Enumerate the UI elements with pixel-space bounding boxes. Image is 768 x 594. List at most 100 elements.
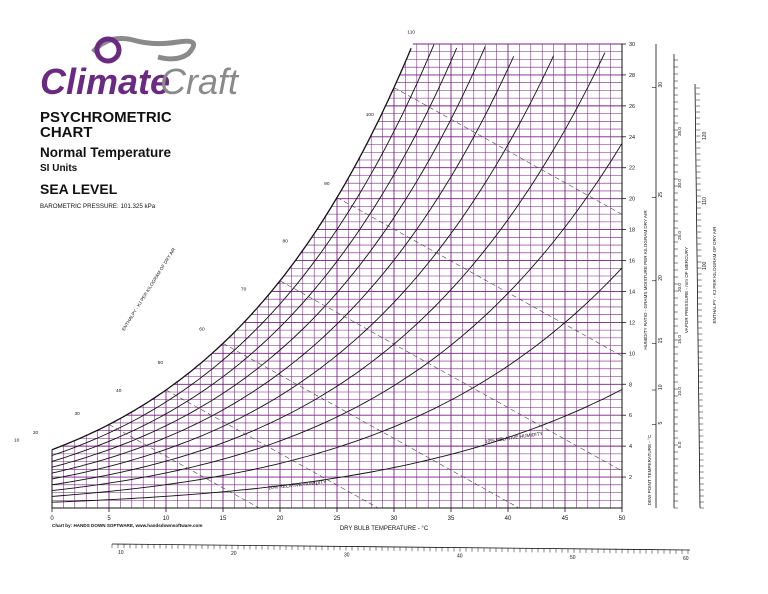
wetbulb-line-5 (108, 424, 260, 509)
bottom-scale-label: 50 (570, 555, 576, 561)
bottom-scale-line (111, 543, 691, 551)
y-tick-label: 14 (629, 289, 635, 295)
wetbulb-lines (108, 87, 623, 509)
enthalpy-left-label: 40 (116, 388, 122, 394)
rh-curve-20 (51, 267, 623, 497)
x-tick-label: 45 (562, 516, 569, 522)
y-tick-label: 20 (629, 197, 635, 203)
chart-title-line1: PSYCHROMETRIC (40, 109, 172, 126)
x-tick-label: 20 (277, 516, 284, 522)
wetbulb-line-30 (393, 87, 623, 215)
vapor-tick-label: 25.0 (677, 231, 682, 240)
x-tick-label: 35 (448, 516, 455, 522)
rh-label-20: 20% RELATIVE HUMIDITY (268, 479, 327, 491)
enthalpy-left-label: 80 (283, 238, 289, 244)
enthalpy-left-label: 110 (407, 30, 415, 36)
rh-curve-80 (51, 47, 458, 462)
y-tick-label: 12 (629, 320, 635, 326)
wetbulb-line-15 (222, 343, 520, 509)
rh-curve-70 (51, 46, 486, 468)
enthalpy-left-label: 60 (199, 327, 205, 333)
climatecraft-logo: Climate Craft (40, 36, 240, 102)
enthalpy-left-label: 30 (74, 411, 80, 417)
enthalpy-left-label: 90 (324, 181, 330, 187)
credit-label: Chart by: HANDS DOWN SOFTWARE, www.hands… (52, 523, 203, 528)
level-label: SEA LEVEL (40, 181, 118, 197)
y-tick-label: 22 (629, 166, 635, 172)
axis-ticks: 0 5 10 15 20 25 30 35 40 45 5024681012141618202224… (50, 42, 635, 522)
bottom-scale-label: 30 (344, 552, 350, 558)
vapor-tick-label: 10.0 (677, 387, 682, 396)
x-tick-label: 15 (220, 516, 227, 522)
rh-curve-40 (51, 52, 606, 486)
y-tick-label: 30 (629, 42, 635, 48)
y-tick-label: 4 (629, 444, 632, 450)
units-label: SI Units (40, 163, 78, 174)
bottom-scale-label: 60 (683, 556, 689, 562)
wetbulb-line-10 (165, 389, 379, 509)
y-tick-label: 18 (629, 228, 635, 234)
y-tick-label: 2 (629, 475, 632, 481)
y-axis-label: HUMIDITY RATIO - GRAMS MOISTURE PER KILO… (643, 210, 648, 350)
x-tick-label: 25 (334, 516, 341, 522)
y-tick-label: 24 (629, 135, 635, 141)
x-axis-label: DRY BULB TEMPERATURE - °C (340, 526, 429, 532)
dewpoint-axis-label: DEW POINT TEMPERATURE - °C (647, 434, 652, 505)
rh-curve-90 (51, 44, 435, 456)
logo-ring-icon (94, 36, 122, 64)
enthalpy-left-label: 70 (241, 287, 247, 293)
pressure-label: BAROMETRIC PRESSURE: 101.325 kPa (40, 203, 156, 210)
rh-curve-30 (51, 143, 623, 492)
x-tick-label: 0 (50, 516, 54, 522)
y-tick-label: 26 (629, 104, 635, 110)
dewpoint-tick-label: 30 (658, 82, 664, 88)
bottom-scale-label: 10 (118, 550, 124, 556)
rh-curve-10 (51, 389, 623, 503)
enthalpy-right-label: 110 (702, 197, 708, 205)
bottom-scale-label: 40 (457, 554, 463, 560)
enthalpy-left-label: 10 (14, 438, 20, 444)
logo-swoosh-icon (91, 36, 197, 62)
vapor-tick-label: 35.0 (677, 127, 682, 136)
x-tick-label: 5 (107, 516, 111, 522)
enthalpy-right-label: 100 (702, 261, 708, 270)
y-tick-label: 10 (629, 351, 635, 357)
chart-subtitle: Normal Temperature (40, 145, 172, 160)
logo-text-climate: Climate (40, 61, 170, 102)
y-tick-label: 6 (629, 413, 632, 419)
rh-curves (51, 44, 623, 503)
enthalpy-right-label: 120 (702, 131, 708, 140)
x-tick-label: 50 (619, 516, 626, 522)
vapor-tick-label: 15.0 (677, 335, 682, 344)
enthalpy-right-axis-label: ENTHALPY - KJ PER KILOGRAM OF DRY AIR (712, 226, 717, 324)
y-tick-label: 16 (629, 259, 635, 265)
y-tick-label: 28 (629, 73, 635, 79)
enthalpy-left-label: 100 (366, 112, 374, 118)
enthalpy-scale-line (694, 83, 701, 509)
dewpoint-tick-label: 10 (658, 384, 664, 390)
dewpoint-tick-label: 25 (658, 192, 664, 198)
vapor-tick-label: 5.0 (677, 441, 682, 448)
x-tick-label: 40 (505, 516, 512, 522)
enthalpy-left-label: 20 (33, 430, 39, 436)
vapor-tick-label: 30.0 (677, 179, 682, 188)
rh-label-10: 10% RELATIVE HUMIDITY (485, 431, 544, 445)
vapor-axis-label: VAPOR PRESSURE - mm OF MERCURY (684, 247, 689, 333)
rh-curve-50 (51, 55, 555, 480)
dewpoint-tick-label: 5 (658, 421, 664, 424)
enthalpy-left-axis-label: ENTHALPY - KJ PER KILOGRAM OF DRY AIR (121, 246, 177, 331)
x-tick-label: 10 (163, 516, 170, 522)
bottom-scale-label: 20 (231, 551, 237, 557)
axis-labels: 20% RELATIVE HUMIDITY 10% RELATIVE HUMIDI… (268, 210, 648, 532)
rh-curve-60 (51, 56, 515, 474)
chart-title-line2: CHART (40, 124, 93, 141)
dewpoint-tick-label: 15 (658, 338, 664, 344)
x-tick-label: 30 (391, 516, 398, 522)
y-tick-label: 8 (629, 382, 632, 388)
wetbulb-line-20 (279, 280, 623, 472)
dewpoint-tick-label: 20 (658, 275, 664, 281)
saturation-curve-line (51, 47, 412, 451)
